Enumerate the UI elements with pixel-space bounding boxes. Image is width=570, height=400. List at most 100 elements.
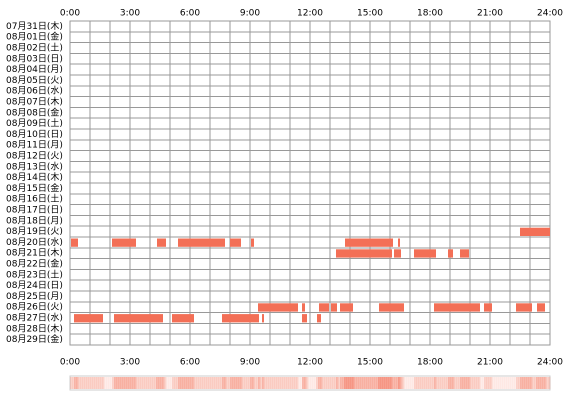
row-label: 08月10日(日) [6,129,63,140]
activity-strip-cell [534,377,537,389]
activity-strip-cell [230,377,233,389]
activity-strip-cell [378,377,381,389]
activity-strip-cell [288,377,291,389]
activity-strip-cell [196,377,199,389]
x-tick-label: 21:00 [477,358,503,368]
activity-bar [336,249,392,258]
activity-strip-cell [414,377,417,389]
activity-strip-cell [102,377,105,389]
activity-strip-cell [192,377,195,389]
activity-strip-cell [162,377,165,389]
activity-bar [112,238,136,247]
activity-strip-cell [118,377,121,389]
activity-strip-cell [394,377,397,389]
activity-strip-cell [268,377,271,389]
row-label: 08月09日(土) [6,117,63,129]
activity-strip-cell [436,377,439,389]
activity-strip-cell [532,377,535,389]
activity-strip-cell [296,377,299,389]
activity-strip-cell [204,377,207,389]
activity-strip-cell [264,377,267,389]
activity-bar [345,238,393,247]
x-tick-label: 15:00 [357,358,383,368]
activity-strip-cell [182,377,185,389]
activity-strip-cell [350,377,353,389]
activity-strip-cell [178,377,181,389]
activity-strip-cell [304,377,307,389]
activity-strip-cell [482,377,485,389]
activity-strip-cell [292,377,295,389]
x-tick-label: 3:00 [120,9,140,19]
activity-strip-cell [360,377,363,389]
activity-strip-cell [172,377,175,389]
activity-bar [331,303,337,312]
row-label: 08月28日(木) [6,322,63,334]
activity-bar [71,238,78,247]
activity-strip-cell [156,377,159,389]
activity-strip-cell [282,377,285,389]
activity-strip-cell [90,377,93,389]
activity-strip-cell [510,377,513,389]
activity-strip-cell [76,377,79,389]
row-label: 08月26日(火) [6,302,63,313]
activity-strip-cell [324,377,327,389]
activity-strip-cell [114,377,117,389]
activity-strip-cell [506,377,509,389]
activity-strip-cell [430,377,433,389]
activity-strip-cell [226,377,229,389]
activity-strip-cell [484,377,487,389]
x-tick-label: 0:00 [60,9,80,19]
x-tick-label: 0:00 [60,358,80,368]
activity-strip-cell [388,377,391,389]
activity-strip-cell [200,377,203,389]
activity-strip-cell [98,377,101,389]
activity-strip-cell [330,377,333,389]
activity-bar [262,314,264,323]
activity-strip-cell [342,377,345,389]
activity-strip-cell [418,377,421,389]
x-tick-label: 24:00 [537,9,563,19]
row-label: 08月14日(木) [6,171,63,183]
activity-strip-cell [380,377,383,389]
activity-strip-cell [410,377,413,389]
activity-strip-cell [122,377,125,389]
row-label: 08月23日(土) [6,268,63,280]
activity-strip-cell [332,377,335,389]
activity-strip-cell [166,377,169,389]
activity-strip-cell [184,377,187,389]
row-label: 08月20日(水) [6,236,63,248]
activity-strip-cell [416,377,419,389]
activity-strip-cell [526,377,529,389]
activity-strip-cell [206,377,209,389]
activity-bar [448,249,453,258]
activity-strip-cell [496,377,499,389]
activity-strip-bg [69,375,551,391]
activity-strip-cell [466,377,469,389]
activity-strip-cell [266,377,269,389]
activity-strip-cell [408,377,411,389]
activity-strip-cell [148,377,151,389]
activity-strip-cell [384,377,387,389]
x-tick-label: 6:00 [180,358,200,368]
activity-strip-cell [260,377,263,389]
activity-strip-cell [500,377,503,389]
activity-strip-cell [504,377,507,389]
activity-strip-cell [312,377,315,389]
activity-strip-cell [294,377,297,389]
activity-strip-cell [88,377,91,389]
row-label: 08月04日(月) [6,64,63,75]
row-label: 08月29日(金) [6,333,63,345]
activity-strip-cell [362,377,365,389]
activity-strip-cell [492,377,495,389]
activity-strip-cell [420,377,423,389]
row-label: 08月19日(火) [6,226,63,237]
activity-strip-cell [452,377,455,389]
activity-strip-cell [516,377,519,389]
activity-bar [302,314,307,323]
activity-bar [460,249,469,258]
activity-strip-cell [322,377,325,389]
activity-strip-cell [326,377,329,389]
activity-strip-cell [520,377,523,389]
activity-strip-cell [376,377,379,389]
activity-bar [414,249,436,258]
